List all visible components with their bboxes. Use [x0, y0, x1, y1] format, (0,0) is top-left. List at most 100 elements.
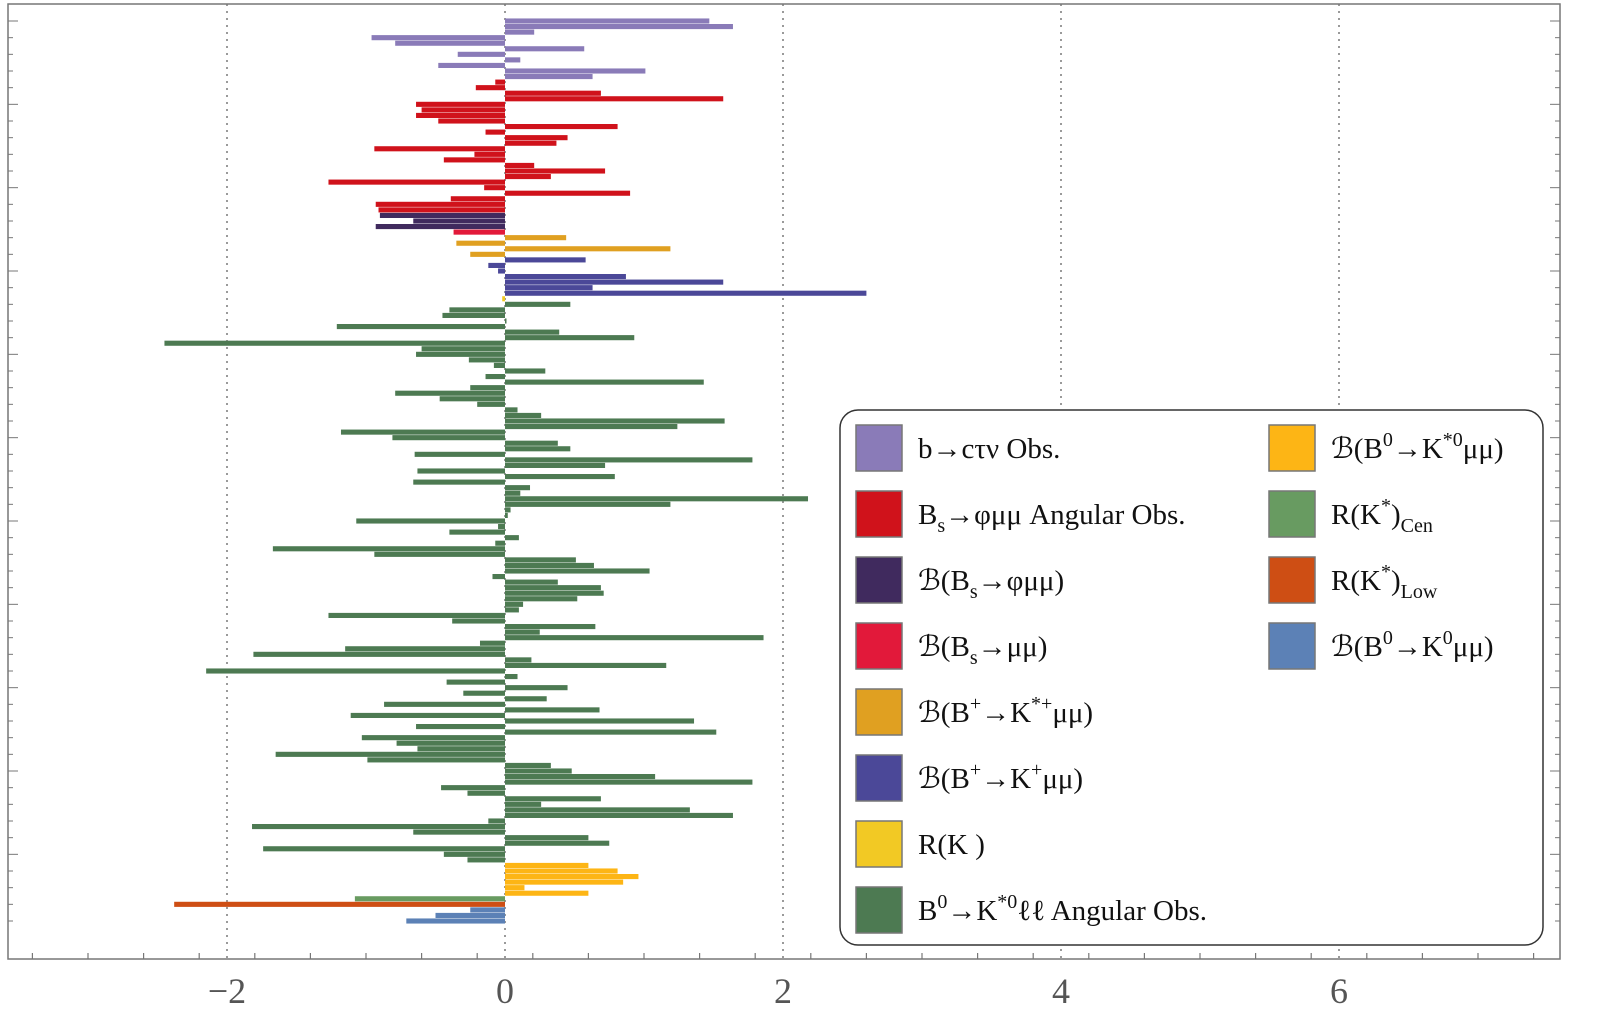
legend-swatch-bsang [855, 490, 903, 538]
bar-ang-13 [485, 374, 505, 380]
bar-ang-89 [505, 796, 601, 802]
bar-ang-65 [505, 662, 667, 668]
bar-ang-30 [417, 468, 505, 474]
bar-ang-74 [350, 712, 505, 718]
bar-ang-37 [505, 507, 511, 513]
bar-ang-64 [505, 657, 532, 663]
bar-brk0s-5 [505, 890, 589, 896]
legend-label-brkst: ℬ(B+→K*+μμ) [918, 693, 1093, 729]
bar-ang-53 [505, 596, 578, 602]
bar-ang-98 [263, 846, 505, 852]
bar-btau-9 [505, 68, 646, 74]
bar-bsang-10 [505, 135, 568, 141]
bar-brkst-0 [505, 235, 567, 241]
bar-ang-72 [384, 701, 505, 707]
bar-bsang-19 [484, 185, 505, 191]
left-axis-ticks [8, 20, 18, 922]
bar-ang-85 [505, 774, 656, 780]
legend-label-ang: B0→K*0ℓℓ Angular Obs. [918, 891, 1207, 927]
legend-label-brk0: ℬ(B0→K0μμ) [1331, 627, 1494, 663]
bar-btau-1 [505, 24, 733, 30]
bar-ang-7 [164, 340, 505, 346]
bar-ang-80 [417, 746, 505, 752]
legend-text-part: →K [981, 697, 1031, 729]
bar-ang-36 [505, 501, 671, 507]
bar-bsang-6 [416, 112, 505, 118]
bar-ang-77 [505, 729, 717, 735]
bar-ang-45 [374, 551, 505, 557]
bar-bsang-8 [505, 124, 618, 130]
bar-bsang-2 [505, 90, 601, 96]
bar-brk-2 [498, 268, 505, 274]
bar-rkcen-0 [354, 896, 505, 902]
bar-ang-39 [356, 518, 505, 524]
bar-ang-91 [505, 807, 690, 813]
bar-ang-40 [498, 524, 505, 530]
bar-btau-4 [395, 40, 505, 46]
bar-ang-70 [463, 690, 505, 696]
bar-ang-92 [505, 812, 733, 818]
legend-text-part: * [1381, 561, 1391, 583]
bar-brk0-1 [435, 912, 505, 918]
legend-text-part: 0 [1383, 627, 1393, 649]
bar-ang-61 [479, 640, 505, 646]
legend-label-rkcen: R(K*)Cen [1331, 495, 1433, 537]
bar-ang-66 [206, 668, 505, 674]
x-tick-label: 6 [1330, 971, 1348, 1011]
bar-brk-0 [505, 257, 586, 263]
bar-ang-34 [505, 490, 521, 496]
legend-text-part: ℬ(B [918, 631, 970, 663]
bar-brk0-0 [470, 907, 505, 913]
bar-btau-0 [505, 18, 710, 24]
bar-brk-5 [505, 285, 593, 291]
legend-text-part: μμ) [1453, 631, 1494, 663]
bar-rk-0 [502, 296, 505, 302]
bar-ang-93 [488, 818, 505, 824]
legend-label-brmm: ℬ(Bs→μμ) [918, 631, 1047, 669]
bar-ang-79 [396, 740, 505, 746]
legend-text-part: ℬ(B [1331, 433, 1383, 465]
bar-ang-68 [446, 679, 505, 685]
legend-text-part: →K [947, 895, 997, 927]
bar-brk0s-0 [505, 862, 589, 868]
bar-ang-57 [452, 618, 505, 624]
legend-text-part: →φμμ Angular Obs. [945, 499, 1185, 531]
bar-bsang-7 [438, 118, 505, 124]
legend-text-part: R(K [1331, 565, 1381, 597]
legend-text-part: →K [1393, 433, 1443, 465]
bar-btau-7 [505, 57, 521, 63]
bar-bsang-20 [505, 190, 631, 196]
legend-label-rklow: R(K*)Low [1331, 561, 1438, 603]
bar-ang-35 [505, 496, 809, 502]
legend-text-part: R(K [1331, 499, 1381, 531]
bar-ang-47 [505, 562, 594, 568]
bar-ang-95 [413, 829, 505, 835]
legend-item-rkcen: R(K*)Cen [1268, 490, 1433, 538]
bar-brk-1 [488, 262, 505, 268]
legend-item-brbs: ℬ(Bs→φμμ) [855, 556, 1064, 604]
bar-ang-10 [468, 357, 505, 363]
bar-ang-32 [413, 479, 505, 485]
bar-bsang-9 [485, 129, 505, 135]
bar-bsang-13 [474, 151, 505, 157]
legend-item-brk: ℬ(B+→K+μμ) [855, 754, 1083, 802]
legend-text-part: μμ) [1052, 697, 1093, 729]
bar-bsang-15 [505, 162, 535, 168]
legend-label-rk: R(K ) [918, 829, 985, 861]
bars [164, 18, 867, 924]
legend-text-part: + [970, 693, 981, 715]
bar-ang-99 [443, 851, 505, 857]
bar-ang-100 [467, 857, 505, 863]
bar-ang-96 [505, 835, 589, 841]
bar-ang-0 [505, 301, 571, 307]
bar-ang-20 [505, 412, 542, 418]
legend-swatch-brmm [855, 622, 903, 670]
bar-bsang-23 [378, 207, 505, 213]
legend-swatch-rkcen [1268, 490, 1316, 538]
bar-brkst-1 [456, 240, 505, 246]
bar-btau-6 [457, 51, 505, 57]
legend-text-part: ℬ(B [1331, 631, 1383, 663]
bar-ang-41 [449, 529, 505, 535]
bar-brk-6 [505, 290, 867, 296]
